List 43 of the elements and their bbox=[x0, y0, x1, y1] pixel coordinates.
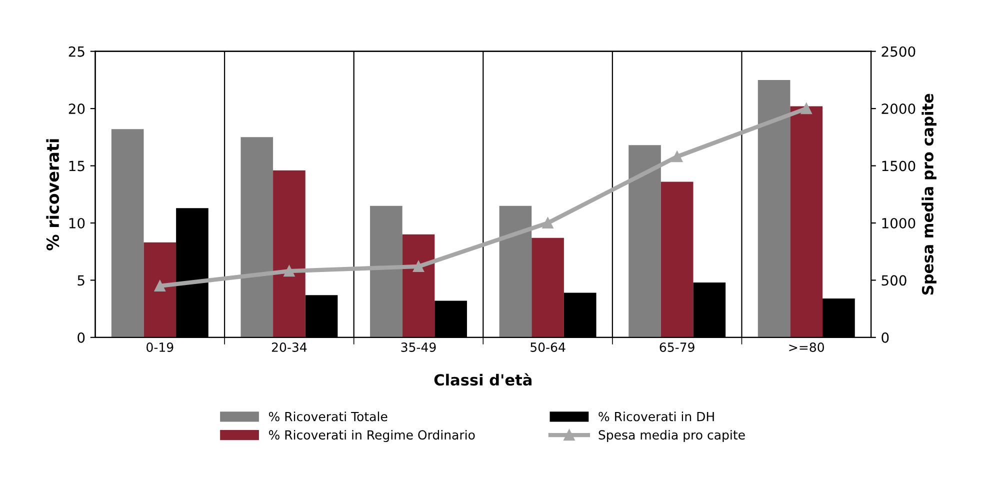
point bbox=[412, 260, 424, 272]
x-tick-label: 50-64 bbox=[530, 342, 566, 352]
x-tick-label: 65-79 bbox=[660, 342, 694, 352]
y-tick-label: 5 bbox=[78, 275, 84, 286]
x-tick-label: >=80 bbox=[789, 342, 824, 352]
y-tick-label: 25 bbox=[68, 46, 84, 57]
point bbox=[154, 280, 166, 292]
y2-tick-label: 1000 bbox=[882, 218, 916, 228]
legend-label: % Ricoverati in DH bbox=[598, 412, 714, 422]
bar bbox=[144, 242, 176, 338]
y2-axis-title: Spesa media pro capite bbox=[922, 94, 936, 295]
bar bbox=[532, 238, 564, 338]
point bbox=[672, 151, 683, 162]
bar bbox=[758, 80, 790, 338]
point bbox=[542, 217, 554, 229]
x-tick-label: 20-34 bbox=[272, 342, 307, 352]
point bbox=[800, 103, 812, 114]
bar bbox=[402, 234, 435, 338]
bar bbox=[273, 170, 306, 338]
y-tick-label: 20 bbox=[68, 104, 85, 114]
bar bbox=[499, 206, 532, 338]
bar bbox=[628, 145, 661, 338]
bar bbox=[111, 129, 144, 338]
y2-tick-label: 2000 bbox=[882, 104, 916, 114]
x-axis-title: Classi d'età bbox=[434, 373, 532, 386]
bar bbox=[370, 206, 402, 338]
bar bbox=[240, 137, 274, 338]
y-axis-title: % ricoverati bbox=[46, 139, 60, 250]
x-tick-label: 35-49 bbox=[401, 342, 436, 352]
y-tick-label: 15 bbox=[69, 160, 84, 172]
y2-tick-label: 0 bbox=[882, 332, 889, 343]
y-tick-label: 10 bbox=[69, 218, 85, 228]
y2-tick-label: 1500 bbox=[882, 160, 916, 172]
legend-label: % Ricoverati Totale bbox=[268, 412, 388, 422]
bar bbox=[790, 106, 823, 338]
point bbox=[284, 265, 295, 277]
bar bbox=[660, 182, 694, 338]
y2-tick-label: 500 bbox=[882, 275, 906, 286]
legend-label: % Ricoverati in Regime Ordinario bbox=[268, 430, 475, 442]
legend-label: Spesa media pro capite bbox=[598, 430, 745, 442]
y-tick-label: 0 bbox=[78, 332, 85, 343]
x-tick-label: 0-19 bbox=[146, 342, 174, 352]
y2-tick-label: 2500 bbox=[882, 46, 916, 57]
